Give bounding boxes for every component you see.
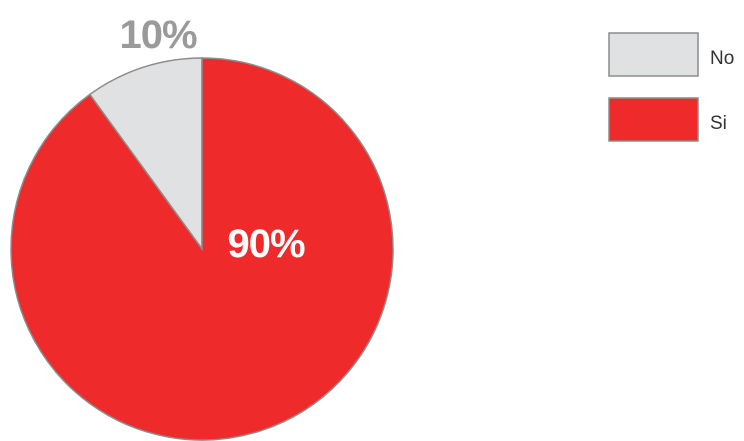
pie-slice-si	[10, 57, 394, 441]
legend-swatch-si	[608, 97, 699, 142]
legend-label-si: Si	[710, 113, 727, 134]
data-label-no: 10%	[119, 13, 196, 57]
legend: No Si	[608, 32, 734, 142]
legend-swatch-no	[608, 32, 699, 77]
pie-slices	[10, 57, 394, 441]
data-label-si: 90%	[227, 222, 304, 266]
legend-label-no: No	[710, 48, 734, 69]
pie-slice-no	[88, 57, 203, 252]
